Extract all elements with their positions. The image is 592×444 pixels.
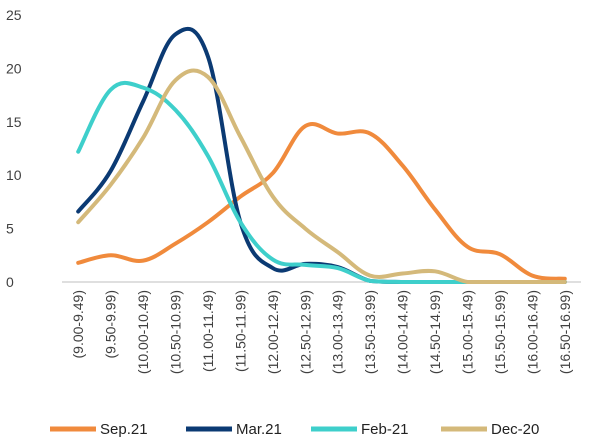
series-line-3 bbox=[76, 68, 567, 284]
legend-label: Sep.21 bbox=[100, 421, 148, 438]
x-tick-label: (11.50-11.99) bbox=[232, 290, 248, 372]
x-tick-label: (14.00-14.49) bbox=[395, 290, 411, 374]
x-tick-label: (12.50-12.99) bbox=[297, 290, 313, 374]
y-tick-label: 10 bbox=[6, 167, 22, 183]
series-layer bbox=[76, 26, 567, 284]
series-line-1 bbox=[76, 26, 567, 284]
x-tick-label: (9.50-9.99) bbox=[103, 290, 119, 358]
x-tick-label: (16.50-16.99) bbox=[557, 290, 573, 374]
x-tick-label: (10.00-10.49) bbox=[135, 290, 151, 374]
y-tick-label: 5 bbox=[6, 221, 14, 237]
x-tick-label: (10.50-10.99) bbox=[168, 290, 184, 374]
x-tick-label: (15.00-15.49) bbox=[459, 290, 475, 374]
x-tick-label: (13.50-13.99) bbox=[362, 290, 378, 374]
x-tick-label: (11.00-11.49) bbox=[200, 290, 216, 372]
legend-label: Mar.21 bbox=[236, 421, 282, 438]
x-tick-label: (14.50-14.99) bbox=[427, 290, 443, 374]
x-tick-label: (12.00-12.49) bbox=[265, 290, 281, 374]
x-tick-label: (16.00-16.49) bbox=[524, 290, 540, 374]
legend-label: Feb-21 bbox=[361, 421, 409, 438]
chart-legend: Sep.21 Mar.21 Feb-21 Dec-20 bbox=[50, 421, 539, 438]
chart-axes: 0 5 10 15 20 25 (9.00-9.49) (9.50-9.99) (10.00-1… bbox=[6, 7, 581, 374]
legend-label: Dec-20 bbox=[491, 421, 539, 438]
x-tick-label: (15.50-15.99) bbox=[492, 290, 508, 374]
y-tick-label: 15 bbox=[6, 114, 22, 130]
series-line-0 bbox=[76, 122, 567, 281]
x-tick-label: (13.00-13.49) bbox=[330, 290, 346, 374]
x-tick-label: (9.00-9.49) bbox=[70, 290, 86, 358]
y-tick-label: 20 bbox=[6, 60, 22, 76]
y-tick-label: 0 bbox=[6, 274, 14, 290]
y-tick-label: 25 bbox=[6, 7, 22, 23]
